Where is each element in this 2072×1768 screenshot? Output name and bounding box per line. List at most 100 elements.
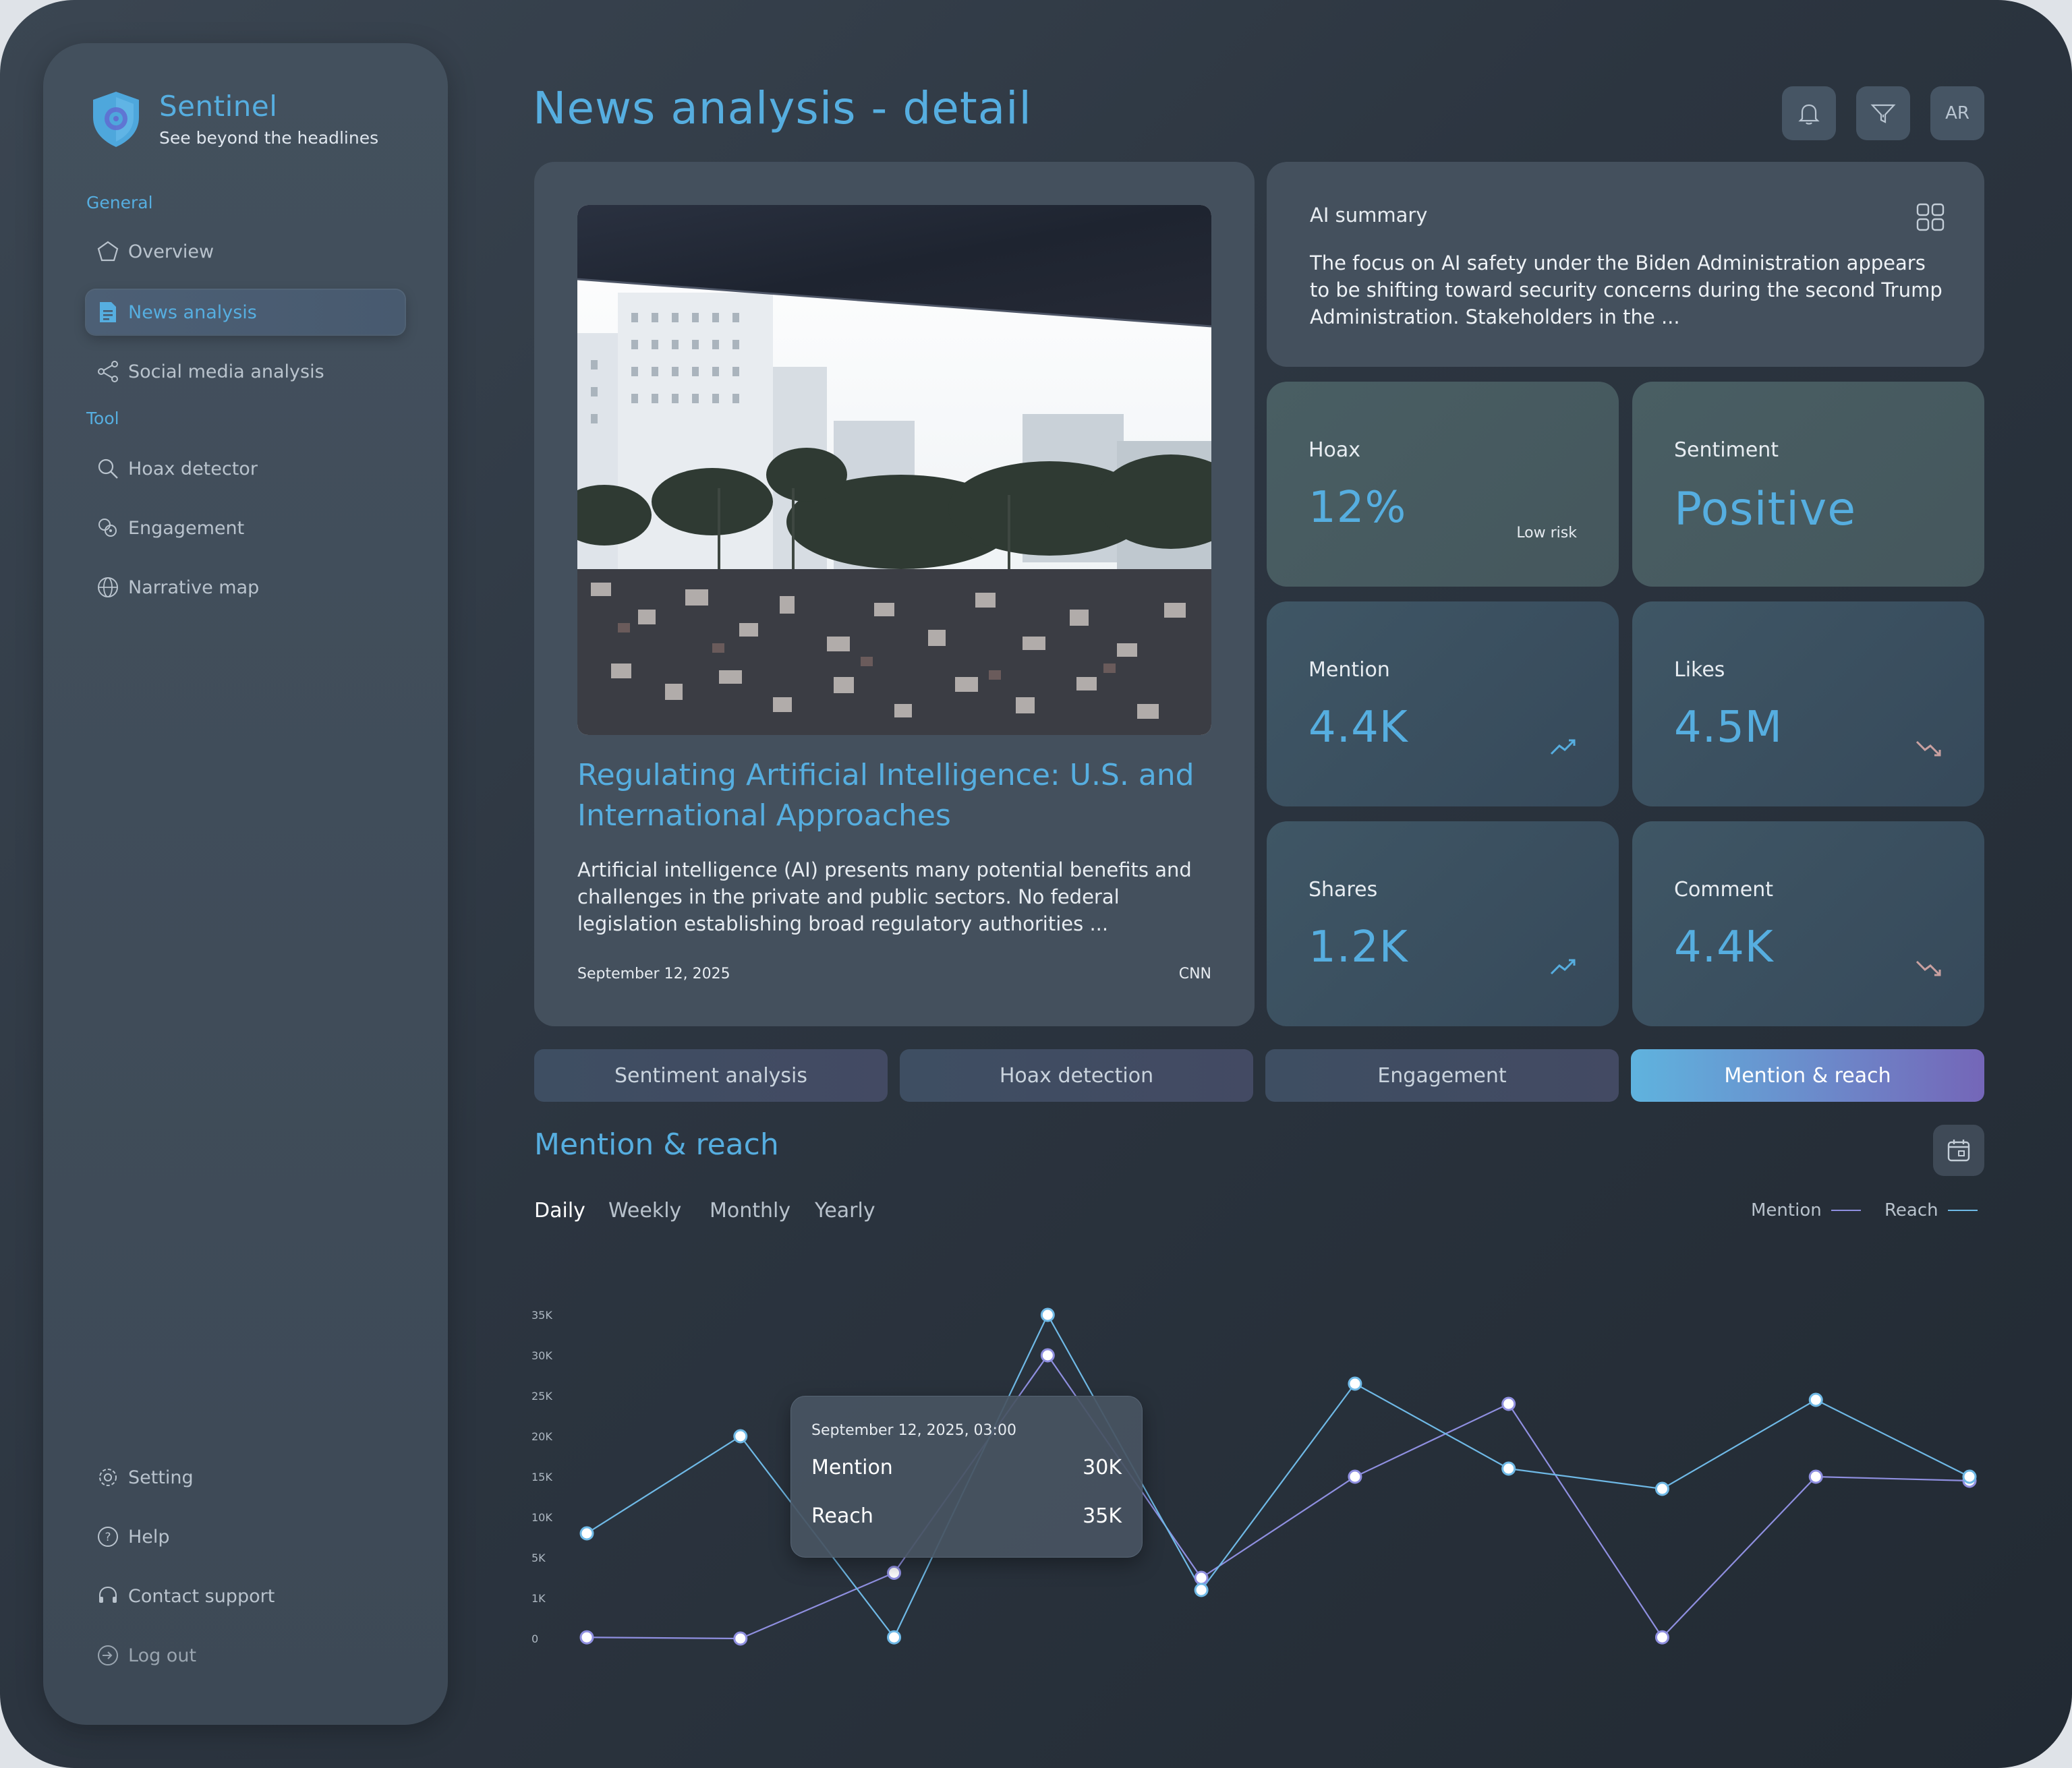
search-icon	[96, 456, 120, 481]
shield-logo-icon	[93, 92, 139, 147]
y-tick-label: 0	[531, 1632, 538, 1645]
avatar[interactable]: AR	[1930, 86, 1984, 140]
period-daily[interactable]: Daily	[534, 1199, 585, 1222]
stat-label: Mention	[1308, 658, 1390, 682]
series-line-mention	[586, 1354, 1970, 1640]
legend-swatch	[1947, 1210, 1978, 1211]
sidebar-item-log-out[interactable]: Log out	[86, 1633, 405, 1678]
avatar-initials: AR	[1945, 103, 1969, 123]
data-point-reach[interactable]	[1962, 1469, 1977, 1484]
article-date: September 12, 2025	[577, 966, 730, 982]
data-point-mention[interactable]	[887, 1566, 902, 1580]
data-point-mention[interactable]	[1194, 1570, 1209, 1585]
sidebar-item-setting[interactable]: Setting	[86, 1455, 405, 1500]
trend-up-icon	[1550, 739, 1576, 755]
article-headline[interactable]: Regulating Artificial Intelligence: U.S.…	[577, 758, 1195, 833]
data-point-mention[interactable]	[1808, 1469, 1823, 1484]
tooltip-label: Reach	[811, 1504, 873, 1528]
stat-label: Likes	[1674, 658, 1725, 682]
pentagon-icon	[96, 239, 120, 264]
bell-icon	[1798, 104, 1820, 125]
sidebar-item-help[interactable]: ? Help	[86, 1514, 405, 1559]
sidebar-item-label: Log out	[128, 1645, 197, 1666]
data-point-reach[interactable]	[1808, 1392, 1823, 1407]
notifications-button[interactable]	[1782, 86, 1836, 140]
data-point-reach[interactable]	[1040, 1307, 1055, 1322]
sidebar-item-narrative-map[interactable]: Narrative map	[86, 565, 405, 610]
period-yearly[interactable]: Yearly	[815, 1199, 875, 1222]
article-source: CNN	[1178, 966, 1211, 982]
data-point-mention[interactable]	[1348, 1469, 1362, 1484]
share-icon	[96, 359, 120, 384]
sidebar-item-label: Engagement	[128, 517, 245, 539]
stat-value: 1.2K	[1308, 922, 1408, 972]
stat-value: 12%	[1308, 483, 1407, 533]
svg-text:?: ?	[105, 1531, 111, 1544]
sidebar-item-label: Narrative map	[128, 577, 260, 598]
legend-swatch	[1831, 1210, 1861, 1211]
stat-card-sentiment: Sentiment Positive	[1632, 382, 1984, 587]
ai-summary-body: The focus on AI safety under the Biden A…	[1310, 252, 1942, 328]
data-point-reach[interactable]	[1501, 1461, 1516, 1476]
grid-icon[interactable]	[1916, 202, 1945, 232]
y-tick-label: 5K	[531, 1552, 546, 1564]
data-point-reach[interactable]	[1654, 1481, 1669, 1496]
tab-sentiment-analysis[interactable]: Sentiment analysis	[534, 1049, 888, 1102]
ai-summary-title: AI summary	[1310, 204, 1428, 227]
stat-label: Comment	[1674, 878, 1773, 902]
sidebar-item-label: Overview	[128, 241, 214, 262]
tooltip-date: September 12, 2025, 03:00	[811, 1422, 1016, 1439]
headset-icon	[96, 1584, 120, 1608]
sidebar-item-engagement[interactable]: Engagement	[86, 506, 405, 550]
filter-button[interactable]	[1856, 86, 1910, 140]
stat-card-comment: Comment 4.4K	[1632, 821, 1984, 1026]
gear-icon	[96, 1465, 120, 1490]
legend-label: Reach	[1884, 1200, 1938, 1220]
data-point-mention[interactable]	[733, 1631, 748, 1646]
stat-card-shares: Shares 1.2K	[1267, 821, 1619, 1026]
sidebar-item-overview[interactable]: Overview	[86, 229, 405, 274]
calendar-icon	[1947, 1140, 1970, 1162]
data-point-reach[interactable]	[1348, 1376, 1362, 1391]
article-image	[577, 205, 1211, 735]
sidebar-item-contact-support[interactable]: Contact support	[86, 1574, 405, 1618]
stat-label: Sentiment	[1674, 438, 1779, 462]
data-point-reach[interactable]	[579, 1526, 594, 1541]
legend-label: Mention	[1751, 1200, 1822, 1220]
trend-up-icon	[1550, 959, 1576, 975]
filter-icon	[1870, 104, 1896, 123]
sidebar-item-hoax-detector[interactable]: Hoax detector	[86, 446, 405, 491]
data-point-reach[interactable]	[1194, 1583, 1209, 1597]
tooltip-row-reach: Reach 35K	[811, 1504, 1122, 1528]
sidebar-item-label: Setting	[128, 1467, 194, 1488]
y-tick-label: 20K	[531, 1430, 552, 1443]
article-description: Artificial intelligence (AI) presents ma…	[577, 858, 1192, 935]
data-point-mention[interactable]	[1654, 1630, 1669, 1645]
data-point-reach[interactable]	[733, 1429, 748, 1444]
y-tick-label: 1K	[531, 1592, 546, 1605]
calendar-button[interactable]	[1933, 1125, 1984, 1176]
y-tick-label: 35K	[531, 1309, 552, 1322]
data-point-reach[interactable]	[887, 1630, 902, 1645]
sidebar-item-news-analysis[interactable]: News analysis	[86, 290, 405, 334]
tab-mention-reach[interactable]: Mention & reach	[1631, 1049, 1984, 1102]
y-tick-label: 30K	[531, 1349, 552, 1362]
mention-reach-chart[interactable]: 0 1K 5K 10K 15K 20K 25K 30K 35K	[519, 1281, 1990, 1699]
article-card[interactable]: Regulating Artificial Intelligence: U.S.…	[534, 162, 1255, 1026]
stat-value: Positive	[1674, 483, 1857, 536]
y-tick-label: 10K	[531, 1511, 552, 1524]
tab-hoax-detection[interactable]: Hoax detection	[900, 1049, 1253, 1102]
tab-engagement[interactable]: Engagement	[1265, 1049, 1619, 1102]
data-point-mention[interactable]	[579, 1630, 594, 1645]
tooltip-value: 30K	[1083, 1456, 1122, 1479]
data-point-mention[interactable]	[1501, 1396, 1516, 1411]
stat-label: Hoax	[1308, 438, 1361, 462]
y-tick-label: 25K	[531, 1390, 552, 1403]
sidebar-item-social-media-analysis[interactable]: Social media analysis	[86, 349, 405, 394]
period-weekly[interactable]: Weekly	[608, 1199, 682, 1222]
sidebar: Sentinel See beyond the headlines Genera…	[43, 43, 448, 1725]
data-point-mention[interactable]	[1040, 1348, 1055, 1363]
period-monthly[interactable]: Monthly	[710, 1199, 791, 1222]
brand[interactable]: Sentinel See beyond the headlines	[85, 88, 378, 150]
sidebar-item-label: Contact support	[128, 1585, 275, 1607]
